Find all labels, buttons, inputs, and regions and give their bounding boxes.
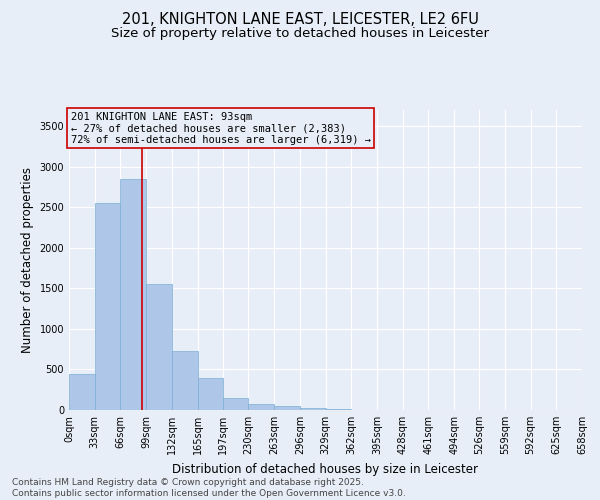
X-axis label: Distribution of detached houses by size in Leicester: Distribution of detached houses by size …: [173, 462, 479, 475]
Bar: [146, 284, 172, 410]
Text: 201 KNIGHTON LANE EAST: 93sqm
← 27% of detached houses are smaller (2,383)
72% o: 201 KNIGHTON LANE EAST: 93sqm ← 27% of d…: [71, 112, 371, 145]
Text: Contains HM Land Registry data © Crown copyright and database right 2025.
Contai: Contains HM Land Registry data © Crown c…: [12, 478, 406, 498]
Bar: [121, 179, 146, 410]
Y-axis label: Number of detached properties: Number of detached properties: [21, 167, 34, 353]
Bar: [325, 409, 351, 410]
Bar: [248, 404, 274, 410]
Bar: [197, 378, 223, 410]
Bar: [172, 351, 197, 410]
Bar: [95, 203, 121, 410]
Text: Size of property relative to detached houses in Leicester: Size of property relative to detached ho…: [111, 28, 489, 40]
Bar: [274, 406, 300, 410]
Bar: [223, 398, 248, 410]
Bar: [69, 374, 95, 410]
Bar: [300, 408, 325, 410]
Text: 201, KNIGHTON LANE EAST, LEICESTER, LE2 6FU: 201, KNIGHTON LANE EAST, LEICESTER, LE2 …: [122, 12, 478, 28]
